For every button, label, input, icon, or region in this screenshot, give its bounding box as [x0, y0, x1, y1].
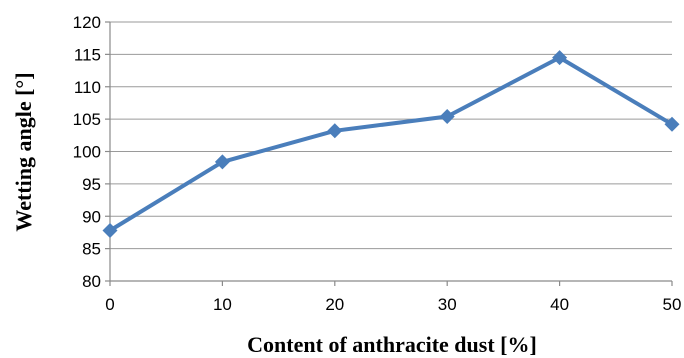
data-point-marker: [214, 154, 230, 170]
x-tick-label: 30: [438, 295, 457, 314]
y-tick-labels: 80 85 90 95 100 105 110 115 120: [73, 13, 101, 291]
y-tick-label: 100: [73, 143, 101, 162]
y-tick-label: 85: [82, 240, 101, 259]
x-tick-labels: 0 10 20 30 40 50: [105, 295, 681, 314]
data-point-marker: [102, 222, 118, 238]
y-tick-label: 80: [82, 272, 101, 291]
x-axis-title: Content of anthracite dust [%]: [247, 332, 537, 357]
data-point-marker: [327, 123, 343, 139]
x-tick-label: 50: [663, 295, 682, 314]
data-point-marker: [664, 116, 680, 132]
y-axis-title: Wetting angle [°]: [11, 72, 36, 231]
gridlines: [110, 21, 672, 250]
y-tick-label: 115: [74, 45, 101, 64]
y-tick-label: 95: [82, 175, 101, 194]
x-tick-label: 20: [325, 295, 344, 314]
y-tick-label: 110: [74, 78, 101, 97]
data-point-marker: [552, 50, 568, 66]
data-point-marker: [439, 109, 455, 125]
series-line: [108, 55, 674, 233]
y-tick-label: 120: [73, 13, 101, 32]
series-group: [102, 50, 680, 238]
x-tick-label: 40: [550, 295, 569, 314]
x-tick-label: 0: [105, 295, 114, 314]
y-tick-label: 90: [82, 207, 101, 226]
y-tick-label: 105: [73, 110, 101, 129]
axes: [105, 21, 673, 286]
x-tick-label: 10: [213, 295, 232, 314]
